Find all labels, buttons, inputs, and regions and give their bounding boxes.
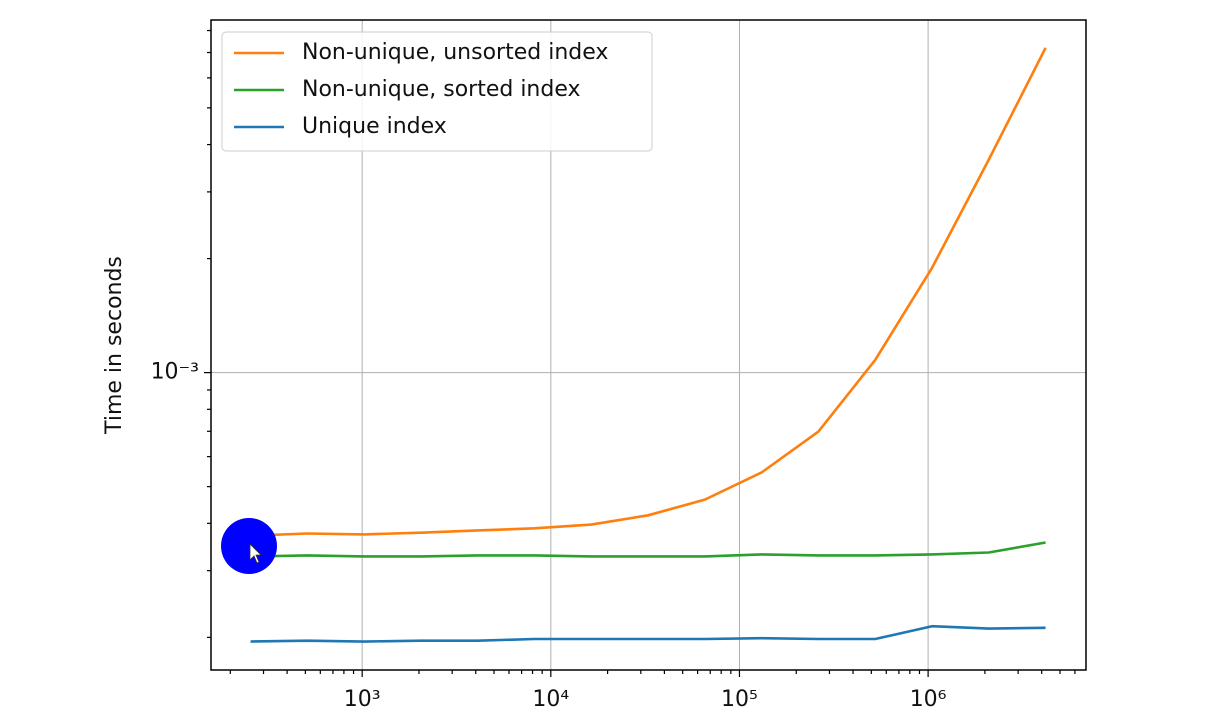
y-axis-label: Time in seconds — [102, 256, 127, 435]
legend-label: Non-unique, sorted index — [302, 77, 581, 102]
series-line — [250, 541, 1046, 558]
x-tick-label: 10⁴ — [532, 687, 569, 712]
cursor-pointer — [249, 543, 262, 564]
ticks: 10³ 10⁴ 10⁵ 10⁶ 10⁻³ — [151, 29, 1076, 712]
plot-lines — [250, 47, 1047, 643]
legend-box — [221, 31, 653, 152]
legend-label: Unique index — [302, 114, 447, 139]
series-line — [250, 47, 1047, 538]
x-tick-label: 10⁵ — [721, 687, 758, 712]
legend-label: Non-unique, unsorted index — [302, 40, 608, 65]
x-tick-label: 10³ — [344, 687, 381, 712]
x-tick-label: 10⁶ — [910, 687, 947, 712]
y-tick-label: 10⁻³ — [151, 360, 199, 385]
cursor-highlight — [221, 518, 277, 574]
plot-frame — [210, 19, 1087, 671]
legend: Non-unique, unsorted index Non-unique, so… — [221, 31, 653, 152]
cursor-overlay — [221, 518, 277, 574]
series-line — [250, 624, 1046, 643]
